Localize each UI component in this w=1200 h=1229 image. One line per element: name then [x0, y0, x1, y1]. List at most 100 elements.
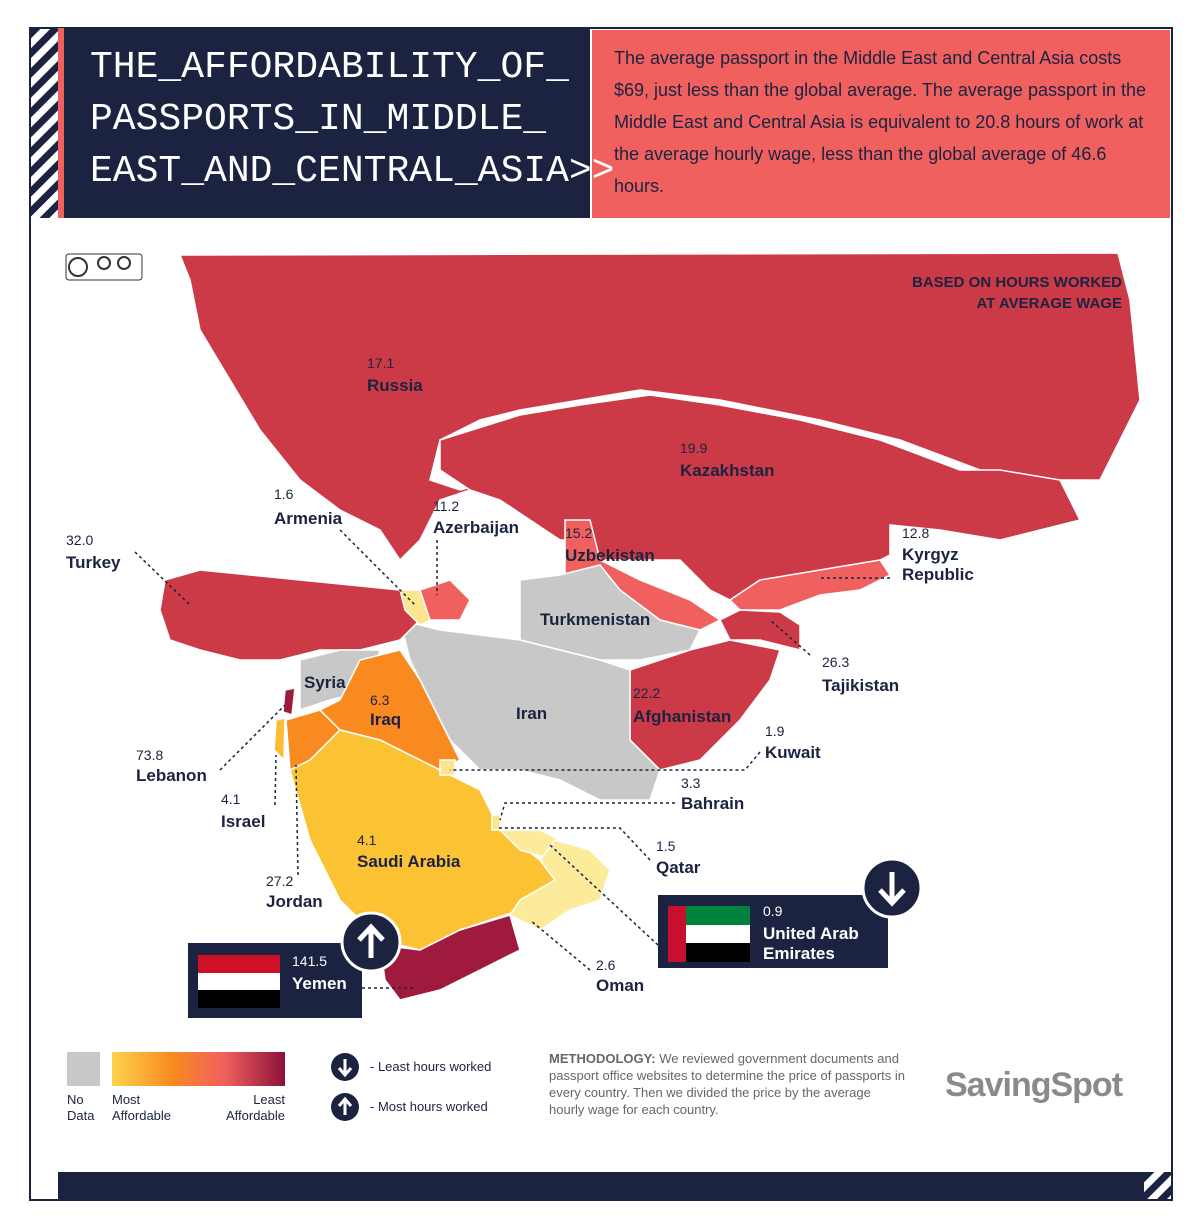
- cc-icon: [97, 256, 111, 270]
- leader: [498, 827, 651, 861]
- leader: [499, 802, 675, 821]
- country-value: 27.2: [266, 873, 294, 889]
- country-name: Lebanon: [136, 766, 207, 785]
- country-name: Saudi Arabia: [357, 852, 461, 871]
- leader: [134, 551, 191, 606]
- title-panel: [64, 28, 590, 218]
- russia-shape: [178, 252, 1141, 562]
- leader-lines: [134, 529, 890, 989]
- country-name: Turkmenistan: [540, 610, 651, 629]
- country-name: Azerbaijan: [433, 518, 519, 537]
- country-value: 22.2: [633, 685, 661, 701]
- country-value: 26.3: [822, 654, 850, 670]
- hatch: [1144, 1172, 1172, 1200]
- description: The average passport in the Middle East …: [614, 48, 1147, 196]
- country-value: 1.5: [656, 838, 676, 854]
- methodology-text: We reviewed government documents and pas…: [549, 1051, 906, 1117]
- country-value: 141.5: [292, 953, 328, 969]
- country-name: Afghanistan: [633, 707, 732, 726]
- cc-icon: [68, 257, 88, 277]
- description-panel: [592, 30, 1170, 218]
- leader: [549, 844, 659, 946]
- brand: SavingSpot: [945, 1066, 1123, 1104]
- up-arrow: [357, 923, 385, 958]
- country-value: 0.9: [763, 903, 783, 919]
- leader: [769, 619, 811, 656]
- country-value: 11.2: [433, 498, 460, 514]
- azerbaijan-shape: [419, 579, 471, 621]
- legend-no-data: [67, 1052, 100, 1086]
- country-name: Israel: [221, 812, 266, 831]
- leader: [529, 919, 591, 971]
- lebanon-shape: [282, 687, 296, 717]
- country-value: 1.9: [765, 723, 785, 739]
- country-value: 32.0: [66, 532, 94, 548]
- title: THE_AFFORDABILITY_OF_ PASSPORTS_IN_MIDDL…: [90, 46, 615, 193]
- country-name: Russia: [367, 376, 423, 395]
- arrow: [337, 1096, 353, 1115]
- flag-stripe: [198, 955, 280, 973]
- country-name: Iran: [516, 704, 548, 723]
- kyrgyz-shape: [728, 559, 892, 611]
- israel-shape: [273, 717, 286, 762]
- turkey-shape: [159, 569, 421, 661]
- legend-label: No Data: [67, 1092, 95, 1123]
- country-value: 4.1: [357, 832, 377, 848]
- country-value: 17.1: [367, 355, 395, 371]
- country-name: Kuwait: [765, 743, 821, 762]
- qatar-shape: [491, 814, 501, 831]
- hatch: [30, 28, 58, 218]
- country-value: 15.2: [565, 525, 593, 541]
- flag-stripe: [668, 906, 686, 962]
- leader: [274, 754, 277, 806]
- country-name: Kyrgyz Republic: [902, 545, 974, 584]
- country-value: 3.3: [681, 775, 701, 791]
- cc-icon: [117, 256, 131, 270]
- country-name: Jordan: [266, 892, 323, 911]
- countries: [159, 252, 1141, 1001]
- country-name: Oman: [596, 976, 645, 995]
- flag-stripe: [198, 990, 280, 1008]
- methodology: METHODOLOGY: We reviewed government docu…: [549, 1050, 909, 1118]
- flag-stripe: [686, 925, 750, 943]
- country-name: Iraq: [370, 710, 402, 729]
- leader: [450, 751, 761, 771]
- legend-label: Least Affordable: [225, 1092, 285, 1123]
- country-value: 6.3: [370, 692, 390, 708]
- country-name: United Arab Emirates: [763, 924, 859, 963]
- country-name: Armenia: [274, 509, 343, 528]
- yemen-shape: [379, 914, 521, 1001]
- legend-label: Most Affordable: [112, 1092, 172, 1123]
- oman-shape: [508, 839, 611, 931]
- country-name: Bahrain: [681, 794, 745, 813]
- arrow: [337, 1059, 353, 1078]
- note: BASED ON HOURS WORKED AT AVERAGE WAGE: [911, 274, 1122, 312]
- country-name: Uzbekistan: [565, 546, 655, 565]
- down-arrow: [878, 872, 906, 907]
- flag-stripe: [198, 973, 280, 990]
- tajikistan-shape: [718, 609, 801, 651]
- country-value: 4.1: [221, 791, 241, 807]
- country-name: Kazakhstan: [680, 461, 775, 480]
- country-name: Yemen: [292, 974, 347, 993]
- leader: [295, 764, 299, 876]
- legend-label: - Least hours worked: [370, 1059, 492, 1074]
- country-name: Qatar: [656, 858, 701, 877]
- country-name: Turkey: [66, 553, 121, 572]
- country-name: Syria: [304, 673, 346, 692]
- country-value: 12.8: [902, 525, 930, 541]
- afghanistan-shape: [629, 639, 781, 771]
- country-value: 2.6: [596, 957, 616, 973]
- country-value: 1.6: [274, 486, 294, 502]
- legend-gradient: [112, 1052, 285, 1086]
- flag-stripe: [686, 906, 750, 925]
- methodology-label: METHODOLOGY:: [549, 1051, 656, 1066]
- country-value: 19.9: [680, 440, 708, 456]
- kuwait-shape: [439, 759, 456, 776]
- country-name: Tajikistan: [822, 676, 900, 695]
- accent: [58, 28, 64, 218]
- country-value: 73.8: [136, 747, 164, 763]
- legend-label: - Most hours worked: [370, 1099, 488, 1114]
